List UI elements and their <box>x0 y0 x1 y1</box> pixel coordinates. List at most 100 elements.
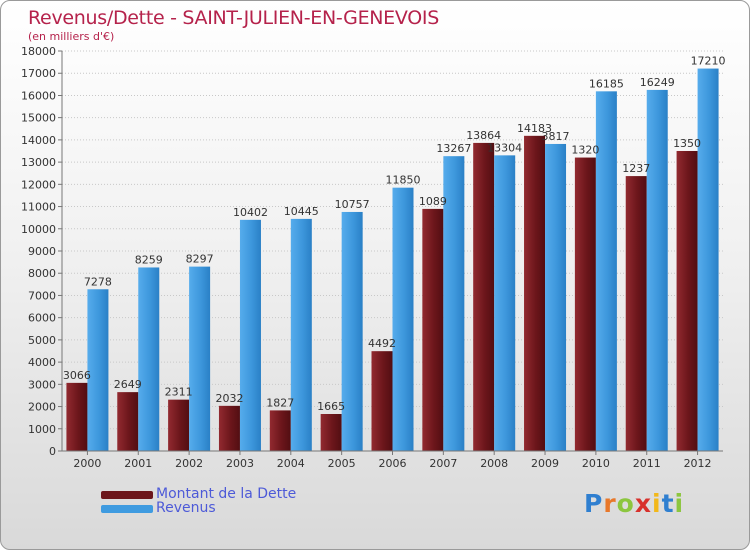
value-label-dette: 13864 <box>466 129 501 142</box>
x-tick-label: 2006 <box>379 457 407 470</box>
y-tick-label: 1000 <box>28 423 56 436</box>
y-tick-label: 13000 <box>21 156 56 169</box>
logo-letter: t <box>661 489 675 518</box>
bar-dette-2000 <box>66 382 88 451</box>
chart-title: Revenus/Dette - SAINT-JULIEN-EN-GENEVOIS <box>28 7 439 29</box>
logo-letter: r <box>603 489 617 518</box>
value-label-revenus: 10757 <box>335 198 370 211</box>
value-label-dette: 2032 <box>215 392 243 405</box>
x-tick-label: 2011 <box>633 457 661 470</box>
bar-revenus-2001 <box>138 267 160 451</box>
bar-dette-2005 <box>320 414 342 451</box>
x-tick-label: 2000 <box>73 457 101 470</box>
bar-revenus-2011 <box>646 89 668 452</box>
y-tick-label: 5000 <box>28 334 56 347</box>
y-tick-label: 6000 <box>28 312 56 325</box>
bars <box>66 68 719 452</box>
value-label-revenus: 8297 <box>186 253 214 266</box>
y-tick-label: 9000 <box>28 245 56 258</box>
value-label-dette: 2311 <box>165 386 193 399</box>
bar-revenus-2004 <box>290 218 312 451</box>
y-tick-label: 18000 <box>21 45 56 58</box>
x-tick-label: 2004 <box>277 457 305 470</box>
bar-dette-2007 <box>422 208 444 451</box>
y-tick-label: 15000 <box>21 112 56 125</box>
bar-revenus-2007 <box>443 156 465 451</box>
value-labels: 3066 7278 2649 8259 2311 8297 2032 10402 1827 104… <box>63 55 726 413</box>
bar-dette-2012 <box>676 150 698 451</box>
value-label-revenus: 8259 <box>135 253 163 266</box>
value-label-revenus: 17210 <box>691 55 726 68</box>
bar-dette-2001 <box>117 392 139 451</box>
x-tick-label: 2003 <box>226 457 254 470</box>
value-label-revenus: 13267 <box>436 142 471 155</box>
value-label-revenus: 7278 <box>84 275 112 288</box>
chart-subtitle: (en milliers d'€) <box>28 30 115 43</box>
logo-letter: i <box>652 489 662 518</box>
value-label-revenus: 11850 <box>386 174 421 187</box>
bar-revenus-2012 <box>697 68 719 452</box>
bar-revenus-2006 <box>392 187 414 451</box>
legend-label-revenus: Revenus <box>156 500 216 516</box>
y-tick-label: 0 <box>49 445 56 458</box>
y-axis: 0 1000 2000 3000 4000 5000 6000 7000 8000 9000 100… <box>21 45 63 458</box>
y-tick-label: 10000 <box>21 223 56 236</box>
x-tick-label: 2010 <box>582 457 610 470</box>
bar-dette-2003 <box>218 405 240 451</box>
bar-dette-2006 <box>371 351 393 451</box>
value-label-dette: 1665 <box>317 400 345 413</box>
value-label-dette: 14183 <box>517 122 552 135</box>
y-tick-label: 7000 <box>28 289 56 302</box>
logo-letter: i <box>674 489 685 518</box>
x-tick-label: 2008 <box>480 457 508 470</box>
y-tick-label: 17000 <box>21 67 56 80</box>
value-label-revenus: 16185 <box>589 77 624 90</box>
bar-dette-2008 <box>473 142 495 451</box>
logo-letter: P <box>584 489 604 518</box>
y-tick-label: 11000 <box>21 201 56 214</box>
x-tick-label: 2007 <box>429 457 457 470</box>
x-tick-label: 2001 <box>124 457 152 470</box>
value-label-dette: 1350 <box>673 137 701 150</box>
bar-revenus-2009 <box>545 143 567 451</box>
value-label-revenus: 16249 <box>640 76 675 89</box>
bar-revenus-2002 <box>189 266 211 451</box>
legend-item-revenus: Revenus <box>101 500 461 517</box>
bar-dette-2010 <box>574 157 596 452</box>
value-label-dette: 1827 <box>266 396 294 409</box>
logo-letter: x <box>634 489 652 518</box>
value-label-revenus: 13304 <box>487 141 522 154</box>
logo-letter: o <box>616 489 635 518</box>
x-tick-label: 2009 <box>531 457 559 470</box>
y-tick-label: 3000 <box>28 378 56 391</box>
y-tick-label: 4000 <box>28 356 56 369</box>
legend-swatch-dette <box>101 491 153 499</box>
value-label-dette: 1089 <box>419 195 447 208</box>
x-axis: 2000 2001 2002 2003 2004 2005 2006 2007 2008 2009… <box>62 450 723 470</box>
bar-revenus-2003 <box>239 219 261 451</box>
legend-item-dette: Montant de la Dette <box>101 486 461 503</box>
value-label-revenus: 10402 <box>233 206 268 219</box>
x-tick-label: 2005 <box>328 457 356 470</box>
value-label-revenus: 10445 <box>284 205 319 218</box>
y-tick-label: 14000 <box>21 134 56 147</box>
bar-dette-2004 <box>269 410 291 451</box>
bar-dette-2009 <box>524 135 546 452</box>
bar-dette-2002 <box>168 399 190 451</box>
x-tick-label: 2012 <box>684 457 712 470</box>
proxiti-logo: Proxiti <box>584 489 684 518</box>
value-label-dette: 1237 <box>622 162 650 175</box>
y-tick-label: 12000 <box>21 178 56 191</box>
value-label-revenus: 3817 <box>542 130 570 143</box>
value-label-dette: 3066 <box>63 369 91 382</box>
bar-revenus-2010 <box>595 91 617 451</box>
y-tick-label: 2000 <box>28 401 56 414</box>
value-label-dette: 2649 <box>114 378 142 391</box>
y-tick-label: 8000 <box>28 267 56 280</box>
y-tick-label: 16000 <box>21 89 56 102</box>
bar-revenus-2000 <box>87 289 109 451</box>
x-tick-label: 2002 <box>175 457 203 470</box>
value-label-dette: 1320 <box>571 144 599 157</box>
